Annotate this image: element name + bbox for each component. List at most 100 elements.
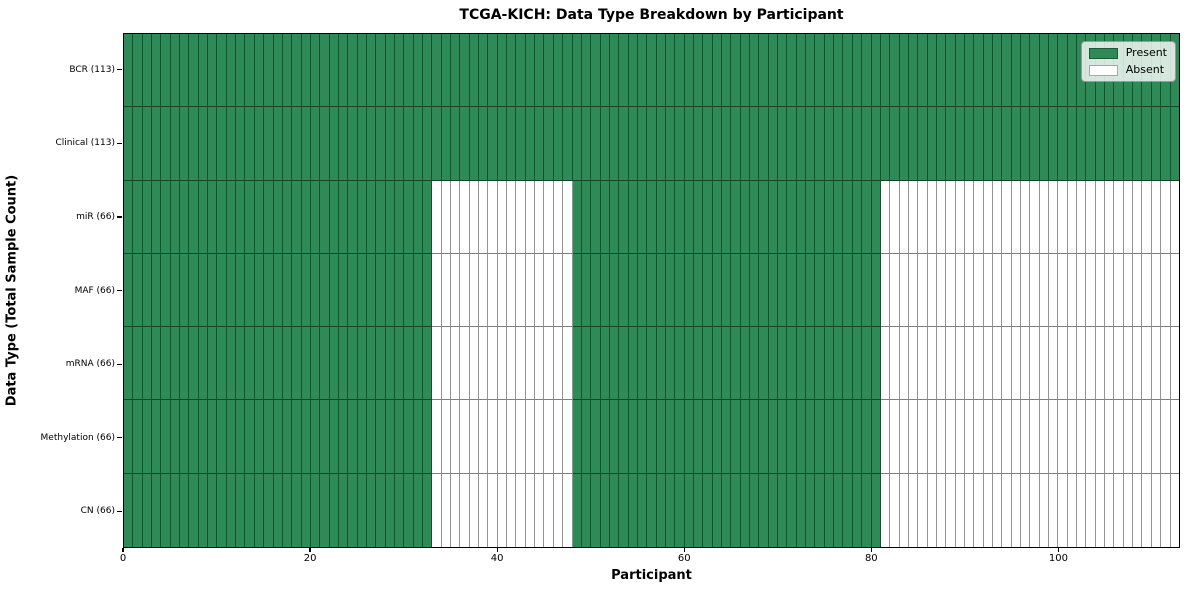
matrix-cell [693,107,704,181]
matrix-cell [619,327,629,401]
matrix-cell [862,34,872,108]
matrix-cell [600,180,610,254]
matrix-cell [404,327,414,401]
matrix-cell [824,327,835,401]
y-tick-label: CN (66) [80,506,115,517]
matrix-cell [1011,400,1021,474]
x-tick-label: 20 [303,553,317,564]
matrix-cell [1021,327,1031,401]
matrix-cell [441,253,452,328]
y-tick-label: Clinical (113) [55,138,115,149]
matrix-cell [992,34,1003,108]
matrix-row [124,400,1179,474]
matrix-cell [553,180,564,254]
matrix-cell [180,473,190,547]
matrix-cell [591,107,601,181]
matrix-cell [637,473,648,547]
matrix-cell [703,253,713,328]
matrix-cell [180,180,190,254]
matrix-cell [1067,473,1078,547]
matrix-cell [1049,400,1059,474]
matrix-cell [198,327,209,401]
matrix-cell [507,180,517,254]
matrix-cell [759,34,769,108]
matrix-cell [740,34,751,108]
matrix-cell [441,34,452,108]
matrix-cell [983,400,993,474]
matrix-cell [1039,180,1050,254]
matrix-cell [1151,473,1162,547]
matrix-cell [852,400,863,474]
matrix-cell [1105,400,1115,474]
matrix-cell [983,253,993,328]
matrix-cell [152,253,162,328]
matrix-cell [665,473,676,547]
matrix-cell [796,327,807,401]
y-tick-label: miR (66) [76,211,115,222]
matrix-cell [572,34,582,108]
matrix-cell [301,400,311,474]
matrix-cell [768,180,779,254]
matrix-cell [1161,107,1171,181]
matrix-cell [245,400,255,474]
matrix-cell [1039,107,1050,181]
matrix-cell [1030,34,1040,108]
matrix-cell [918,473,928,547]
matrix-cell [656,473,666,547]
matrix-cell [320,107,330,181]
matrix-cell [778,473,788,547]
matrix-cell [525,473,536,547]
matrix-cell [1114,180,1124,254]
matrix-cell [507,107,517,181]
matrix-cell [890,327,900,401]
matrix-cell [413,400,423,474]
matrix-cell [908,327,919,401]
matrix-cell [1086,180,1096,254]
matrix-cell [834,34,844,108]
matrix-cell [974,400,984,474]
matrix-cell [834,327,844,401]
matrix-cell [983,107,993,181]
matrix-cell [535,327,545,401]
matrix-cell [992,473,1003,547]
matrix-cell [208,34,218,108]
matrix-cell [992,327,1003,401]
matrix-cell [553,400,564,474]
matrix-cell [310,327,321,401]
matrix-row [124,253,1179,328]
matrix-cell [553,107,564,181]
matrix-cell [852,327,863,401]
matrix-cell [441,327,452,401]
matrix-cell [488,400,498,474]
matrix-cell [180,253,190,328]
matrix-cell [731,327,741,401]
matrix-cell [731,107,741,181]
matrix-cell [441,400,452,474]
matrix-cell [768,34,779,108]
matrix-cell [469,107,480,181]
matrix-cell [675,180,685,254]
matrix-cell [469,473,480,547]
matrix-cell [180,107,190,181]
matrix-cell [862,473,872,547]
matrix-cell [955,327,965,401]
matrix-cell [1002,180,1012,254]
matrix-cell [525,34,536,108]
matrix-cell [423,34,433,108]
matrix-cell [628,473,638,547]
matrix-cell [778,400,788,474]
matrix-cell [703,34,713,108]
matrix-cell [787,400,797,474]
matrix-cell [722,473,732,547]
matrix-cell [796,180,807,254]
matrix-cell [497,473,508,547]
matrix-cell [703,327,713,401]
matrix-cell [1039,253,1050,328]
matrix-cell [964,107,975,181]
matrix-cell [357,253,367,328]
matrix-cell [1058,327,1068,401]
matrix-cell [572,253,582,328]
matrix-cell [161,400,171,474]
matrix-cell [329,473,339,547]
matrix-cell [525,107,536,181]
